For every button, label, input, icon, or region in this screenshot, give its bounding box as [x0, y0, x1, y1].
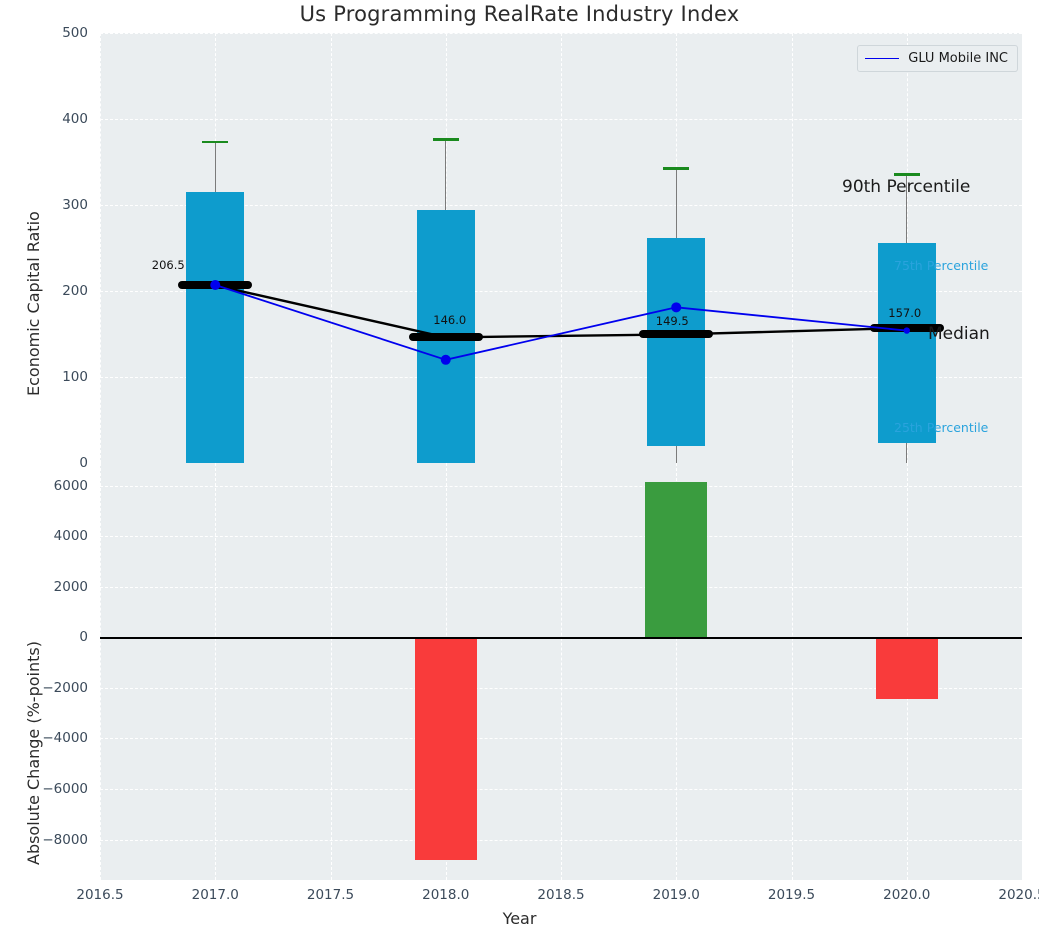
median-value-label: 146.0: [433, 313, 467, 328]
ytick-label: 0: [79, 455, 88, 471]
top-panel-y-axis-title: Economic Capital Ratio: [24, 211, 43, 396]
ytick-label: −4000: [42, 730, 88, 747]
gridline-horizontal: [100, 687, 1022, 689]
gridline-horizontal: [100, 119, 1022, 120]
ytick-label: 4000: [53, 528, 88, 545]
gridline-horizontal: [100, 536, 1022, 538]
boxplot-box: [186, 192, 245, 463]
xtick-label: 2018.5: [537, 887, 585, 903]
boxplot-box: [647, 237, 706, 446]
company-data-point: [903, 327, 910, 334]
p90-annotation: 90th Percentile: [842, 177, 971, 197]
gridline-horizontal: [100, 485, 1022, 487]
p90-cap: [432, 137, 459, 141]
company-trend-line: [215, 284, 907, 361]
ytick-label: 200: [62, 283, 88, 299]
xtick-label: 2018.0: [422, 887, 470, 903]
xtick-label: 2017.0: [191, 887, 239, 903]
median-annotation: Median: [928, 324, 990, 344]
p90-cap: [202, 140, 229, 144]
company-data-point: [210, 279, 221, 290]
gridline-vertical: [330, 463, 332, 880]
company-data-point: [440, 354, 451, 365]
company-data-point: [671, 302, 682, 313]
boxplot-box: [877, 242, 936, 444]
median-value-label: 157.0: [888, 305, 922, 320]
ytick-label: 300: [62, 197, 88, 213]
gridline-horizontal: [100, 33, 1022, 34]
xtick-label: 2017.5: [306, 887, 355, 903]
zero-baseline: [100, 637, 1022, 640]
ytick-label: −2000: [42, 679, 88, 696]
p90-cap: [663, 167, 690, 170]
ytick-label: 2000: [53, 578, 88, 595]
change-bar: [875, 637, 938, 700]
p75-annotation: 75th Percentile: [894, 258, 989, 273]
ytick-label: 6000: [53, 477, 88, 494]
gridline-horizontal: [100, 789, 1022, 791]
median-trend-line: [215, 284, 907, 339]
gridline-vertical: [330, 33, 332, 463]
top-panel-axes: 206.5 146.0 149.5 157.0 90th Percentile 75t…: [100, 33, 1023, 464]
gridline-horizontal: [100, 205, 1022, 206]
gridline-vertical: [676, 463, 678, 880]
gridline-horizontal: [100, 839, 1022, 841]
gridline-vertical: [561, 33, 562, 463]
gridline-horizontal: [100, 738, 1022, 740]
ytick-label: 500: [62, 25, 88, 41]
x-axis-title: Year: [502, 909, 537, 928]
gridline-horizontal: [100, 377, 1022, 378]
legend[interactable]: GLU Mobile INC: [857, 45, 1018, 72]
change-bar: [414, 637, 477, 860]
gridline-vertical: [215, 463, 217, 880]
gridline-vertical: [791, 463, 793, 880]
page-title: Us Programming RealRate Industry Index: [299, 2, 740, 26]
legend-label-glu-mobile-inc: GLU Mobile INC: [908, 51, 1008, 66]
legend-line-icon: [865, 58, 900, 59]
gridline-vertical: [561, 463, 562, 880]
gridline-vertical: [100, 463, 101, 880]
gridline-vertical: [100, 33, 101, 463]
xtick-label: 2020.0: [883, 887, 931, 903]
p90-cap: [893, 173, 920, 176]
ytick-label: −6000: [42, 781, 88, 798]
top-panel-lines: [210, 279, 910, 365]
median-value-label: 206.5: [151, 258, 185, 273]
xtick-label: 2019.5: [767, 887, 816, 903]
gridline-vertical: [791, 33, 793, 463]
xtick-label: 2019.0: [652, 887, 700, 903]
bottom-panel-axes: [100, 463, 1023, 880]
gridline-horizontal: [100, 586, 1022, 588]
ytick-label: 100: [62, 369, 88, 385]
ytick-label: −8000: [42, 831, 88, 848]
ytick-label: 0: [79, 629, 88, 646]
gridline-vertical: [1022, 33, 1023, 463]
ytick-label: 400: [62, 111, 88, 127]
xtick-label: 2020.5: [998, 887, 1039, 903]
p25-annotation: 25th Percentile: [894, 420, 989, 435]
change-bar: [645, 481, 708, 638]
gridline-horizontal: [100, 291, 1022, 292]
median-value-label: 149.5: [655, 314, 689, 329]
bottom-panel-y-axis-title: Absolute Change (%-points): [24, 641, 43, 865]
gridline-vertical: [1022, 463, 1023, 880]
xtick-label: 2016.5: [76, 887, 124, 903]
